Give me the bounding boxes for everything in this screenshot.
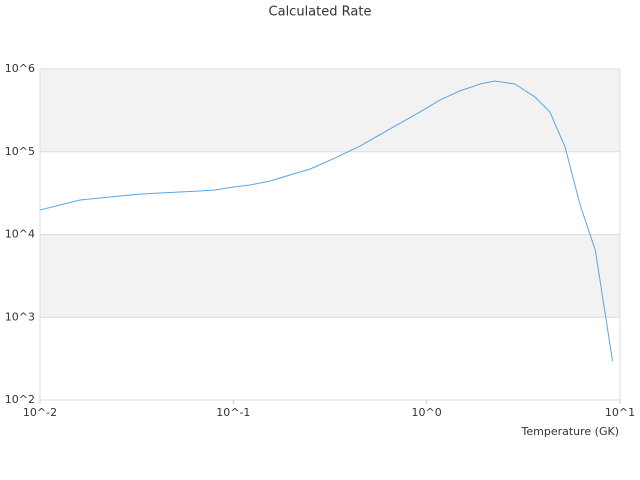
y-tick-label: 10^2	[5, 393, 35, 406]
x-axis-label: Temperature (GK)	[521, 425, 620, 438]
y-tick-label: 10^6	[5, 62, 35, 75]
grid-band	[40, 234, 620, 318]
data-line	[39, 80, 614, 362]
x-tick-label: 10^-1	[216, 406, 250, 419]
x-tick-label: 10^0	[412, 406, 442, 419]
grid-band	[40, 69, 620, 152]
x-tick-label: 10^1	[605, 406, 635, 419]
chart-title: Calculated Rate	[269, 5, 372, 20]
y-tick-label: 10^3	[5, 310, 35, 323]
y-tick-label: 10^5	[5, 145, 35, 158]
y-tick-label: 10^4	[5, 228, 35, 241]
x-tick-label: 10^-2	[23, 406, 57, 419]
